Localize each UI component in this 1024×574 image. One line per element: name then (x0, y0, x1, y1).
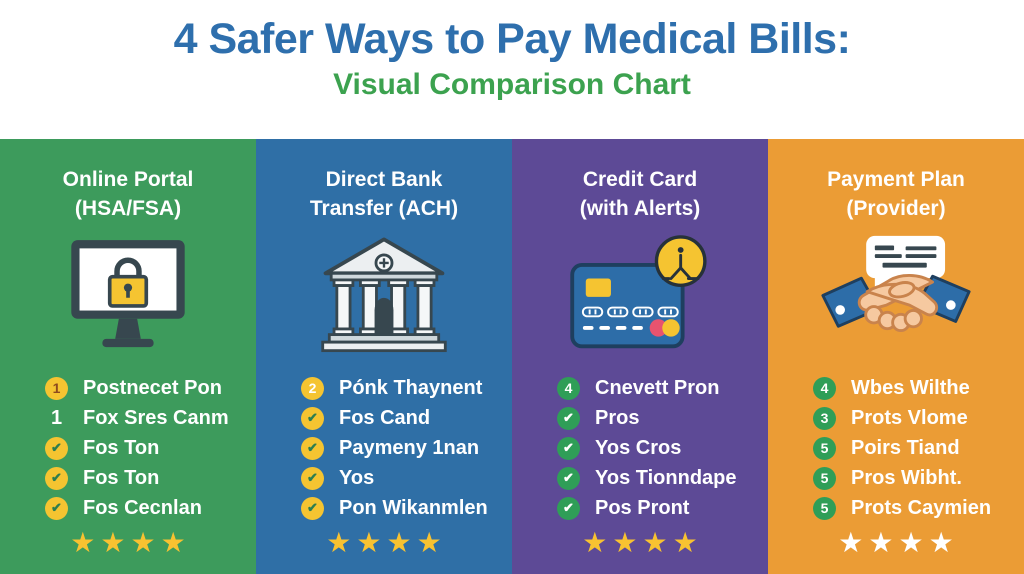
item-label: Fos Ton (83, 436, 160, 459)
column-title-line1: Credit Card (582, 168, 698, 191)
number-badge: 1 (50, 406, 63, 429)
page-title: 4 Safer Ways to Pay Medical Bills: (173, 15, 851, 63)
monitor-lock-icon (71, 240, 185, 348)
column-title-line1: Direct Bank (325, 168, 443, 191)
check-icon: ✔ (557, 406, 580, 430)
list-item: ✔ Pon Wikanmlen (301, 493, 512, 523)
feature-list: 4 Cnevett Pron ✔ Pros ✔ Yos Cros ✔ Yos T… (512, 373, 768, 523)
item-label: Yos (339, 466, 375, 489)
column-online-portal: Online Portal (HSA/FSA) 1 Pos (0, 139, 256, 574)
list-item: ✔ Fos Cecnlan (45, 493, 256, 523)
check-icon: ✔ (45, 436, 68, 460)
feature-list: 4 Wbes Wilthe 3 Prots Vlome 5 Poirs Tian… (768, 373, 1024, 523)
item-label: Paymeny 1nan (339, 436, 480, 459)
star-rating: ★★★★ (70, 526, 191, 559)
item-label: Fos Cecnlan (83, 496, 202, 519)
star-rating: ★★★★ (582, 526, 703, 559)
item-label: Postnecet Pon (83, 376, 222, 399)
credit-card-alert-icon (570, 235, 707, 349)
number-badge: 3 (813, 406, 836, 430)
list-item: 4 Wbes Wilthe (813, 373, 1024, 403)
column-title-line2: (with Alerts) (579, 197, 701, 221)
list-item: 4 Cnevett Pron (557, 373, 768, 403)
list-item: ✔ Yos Tionndape (557, 463, 768, 493)
list-item: 5 Poirs Tiand (813, 433, 1024, 463)
number-badge: 5 (813, 436, 836, 460)
item-label: Pos Pront (595, 496, 690, 519)
column-title: Credit Card (with Alerts) (580, 165, 701, 229)
header: 4 Safer Ways to Pay Medical Bills: Visua… (0, 0, 1024, 139)
list-item: 2 Pónk Thaynent (301, 373, 512, 403)
list-item: ✔ Yos Cros (557, 433, 768, 463)
comparison-columns: Online Portal (HSA/FSA) 1 Pos (0, 139, 1024, 574)
check-icon: ✔ (45, 496, 68, 520)
item-label: Fos Cand (339, 406, 431, 429)
column-title-line1: Payment Plan (827, 168, 965, 191)
column-credit-card: Credit Card (with Alerts) (512, 139, 768, 574)
list-item: ✔ Fos Ton (45, 433, 256, 463)
column-title: Online Portal (HSA/FSA) (63, 165, 194, 229)
column-title-line2: (Provider) (846, 197, 946, 221)
item-label: Fos Ton (83, 466, 160, 489)
item-label: Yos Tionndape (595, 466, 737, 489)
list-item: ✔ Pros (557, 403, 768, 433)
column-title: Payment Plan (Provider) (827, 165, 965, 229)
item-label: Pon Wikanmlen (339, 496, 488, 519)
column-icon-wrap (819, 229, 973, 361)
check-icon: ✔ (557, 436, 580, 460)
list-item: 5 Pros Wibht. (813, 463, 1024, 493)
number-badge: 5 (813, 496, 836, 520)
check-icon: ✔ (301, 466, 324, 490)
check-icon: ✔ (557, 496, 580, 520)
check-icon: ✔ (45, 466, 68, 490)
feature-list: 1 Postnecet Pon 1 Fox Sres Canm ✔ Fos To… (0, 373, 256, 523)
check-icon: ✔ (301, 436, 324, 460)
column-title-line1: Online Portal (62, 168, 194, 191)
column-icon-wrap (318, 229, 450, 361)
bank-icon (321, 237, 447, 353)
item-label: Cnevett Pron (595, 376, 720, 399)
check-icon: ✔ (301, 496, 324, 520)
column-icon-wrap (64, 229, 192, 361)
number-badge: 2 (301, 376, 324, 400)
number-badge: 1 (45, 376, 68, 400)
column-bank-transfer: Direct Bank Transfer (ACH) (256, 139, 512, 574)
check-icon: ✔ (557, 466, 580, 490)
star-rating: ★★★★ (326, 526, 447, 559)
item-label: Wbes Wilthe (851, 376, 970, 399)
item-label: Prots Caymien (851, 496, 992, 519)
item-label: Poirs Tiand (851, 436, 960, 459)
item-label: Fox Sres Canm (83, 406, 229, 429)
list-item: ✔ Paymeny 1nan (301, 433, 512, 463)
list-item: 1 Postnecet Pon (45, 373, 256, 403)
list-item: 3 Prots Vlome (813, 403, 1024, 433)
item-label: Pónk Thaynent (339, 376, 483, 399)
check-icon: ✔ (301, 406, 324, 430)
list-item: ✔ Fos Ton (45, 463, 256, 493)
item-label: Pros (595, 406, 640, 429)
item-label: Yos Cros (595, 436, 682, 459)
column-title-line2: Transfer (ACH) (309, 197, 459, 221)
handshake-icon (821, 235, 971, 332)
list-item: ✔ Pos Pront (557, 493, 768, 523)
column-icon-wrap (567, 229, 713, 361)
item-label: Prots Vlome (851, 406, 968, 429)
number-badge: 5 (813, 466, 836, 490)
list-item: ✔ Fos Cand (301, 403, 512, 433)
list-item: ✔ Yos (301, 463, 512, 493)
star-rating: ★★★★ (838, 526, 959, 559)
page-subtitle: Visual Comparison Chart (333, 68, 691, 102)
number-badge: 4 (813, 376, 836, 400)
number-badge: 4 (557, 376, 580, 400)
list-item: 5 Prots Caymien (813, 493, 1024, 523)
feature-list: 2 Pónk Thaynent ✔ Fos Cand ✔ Paymeny 1na… (256, 373, 512, 523)
list-item: 1 Fox Sres Canm (45, 403, 256, 433)
item-label: Pros Wibht. (851, 466, 962, 489)
column-payment-plan: Payment Plan (Provider) (768, 139, 1024, 574)
column-title-line2: (HSA/FSA) (74, 197, 182, 221)
column-title: Direct Bank Transfer (ACH) (310, 165, 458, 229)
